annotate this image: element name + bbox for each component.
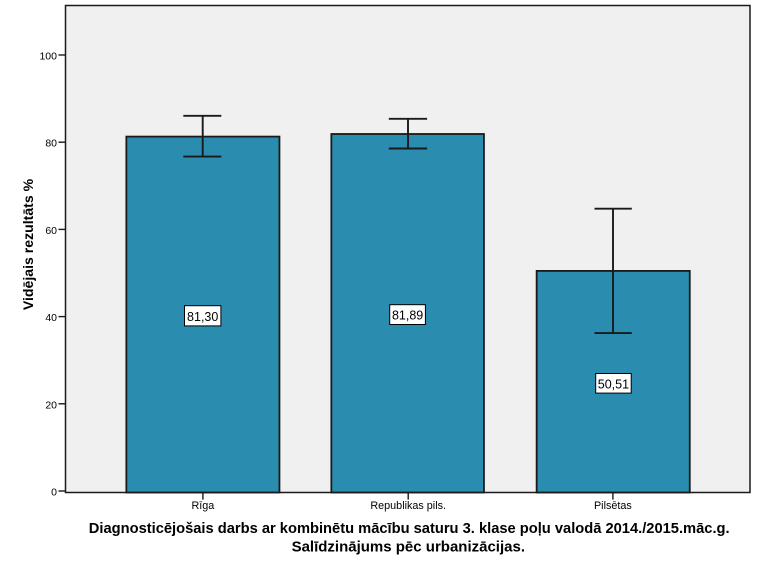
svg-text:20: 20 (45, 399, 57, 411)
svg-text:50,51: 50,51 (598, 377, 629, 391)
svg-text:Republikas pils.: Republikas pils. (370, 500, 446, 512)
svg-text:40: 40 (45, 312, 57, 324)
svg-text:0: 0 (51, 487, 57, 499)
svg-text:Salīdzinājums pēc urbanizācija: Salīdzinājums pēc urbanizācijas. (292, 539, 525, 556)
svg-text:100: 100 (39, 51, 57, 63)
svg-text:Vidējais rezultāts %: Vidējais rezultāts % (20, 178, 36, 310)
svg-text:Diagnosticējošais darbs ar kom: Diagnosticējošais darbs ar kombinētu māc… (89, 521, 730, 537)
svg-text:81,89: 81,89 (392, 309, 423, 323)
svg-text:Pilsētas: Pilsētas (594, 500, 632, 512)
svg-text:81,30: 81,30 (187, 310, 218, 324)
svg-text:60: 60 (45, 225, 57, 237)
svg-text:80: 80 (45, 138, 57, 150)
svg-text:Rīga: Rīga (191, 500, 214, 512)
